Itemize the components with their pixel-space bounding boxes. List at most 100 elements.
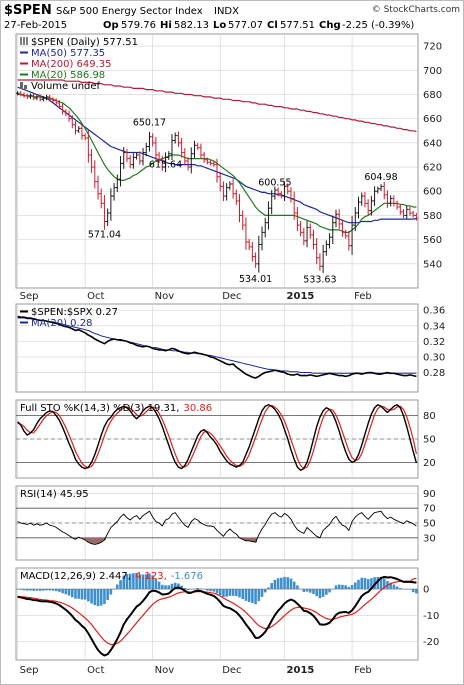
macd-histogram-bar xyxy=(29,589,32,591)
macd-histogram-bar xyxy=(315,589,318,597)
ratio-legend-entry: $SPEN:$SPX 0.27 xyxy=(31,307,118,318)
rsi-oversold-fill xyxy=(73,537,258,545)
close-label: Cl xyxy=(267,20,278,31)
lower-x-tick-label: Nov xyxy=(155,665,175,676)
macd-histogram-bar xyxy=(164,585,167,590)
macd-histogram-bar xyxy=(32,589,35,591)
macd-histogram-bar xyxy=(157,581,161,590)
rsi-y-tick-label: 90 xyxy=(423,489,436,500)
lower-x-tick-label: Dec xyxy=(222,665,241,676)
macd-histogram-bar xyxy=(260,589,264,597)
upper-x-tick-label: Dec xyxy=(222,291,241,302)
macd-histogram-bar xyxy=(341,584,344,590)
macd-histogram-bar xyxy=(61,589,64,594)
macd-histogram-bar xyxy=(337,584,341,590)
macd-histogram-bar xyxy=(51,589,55,591)
price-y-tick-label: 660 xyxy=(423,114,442,125)
macd-histogram-bar xyxy=(64,589,68,595)
rsi-line xyxy=(17,510,417,545)
macd-histogram-bar xyxy=(54,589,58,592)
ticker-symbol: $SPEN xyxy=(4,3,52,18)
macd-histogram-bar xyxy=(45,589,48,591)
macd-histogram-bar xyxy=(144,574,148,590)
open-value: 579.76 xyxy=(121,20,156,31)
macd-histogram-bar xyxy=(373,577,376,590)
macd-histogram-bar xyxy=(292,581,296,590)
price-y-tick-label: 540 xyxy=(423,259,442,270)
macd-histogram-bar xyxy=(132,573,135,590)
price-annotation-label: 615.64 xyxy=(149,159,182,170)
macd-histogram-bar xyxy=(231,589,235,596)
sto-y-tick-label: 80 xyxy=(423,411,436,422)
change-value: -2.25 (-0.39%) xyxy=(342,20,414,31)
macd-legend-entry: 4.123, xyxy=(135,571,167,582)
macd-histogram-bar xyxy=(354,582,357,590)
lower-x-tick-label: Sep xyxy=(20,665,39,676)
ratio-y-tick-label: 0.28 xyxy=(423,368,445,379)
macd-histogram-bar xyxy=(22,589,26,591)
macd-histogram-bar xyxy=(360,577,364,590)
macd-histogram-bar xyxy=(366,579,370,590)
macd-histogram-bar xyxy=(286,577,290,590)
macd-histogram-bar xyxy=(177,583,180,590)
macd-histogram-bar xyxy=(350,585,354,590)
sto-legend-entry: Full STO %K(14,3) %D(3) 19.31, xyxy=(20,403,179,414)
macd-histogram-bar xyxy=(376,576,380,590)
macd-histogram-bar xyxy=(125,574,129,590)
price-y-tick-label: 640 xyxy=(423,138,442,149)
macd-histogram-bar xyxy=(119,580,122,590)
macd-histogram-bar xyxy=(77,589,80,599)
macd-histogram-bar xyxy=(19,589,23,590)
upper-x-tick-label: Sep xyxy=(20,291,39,302)
macd-histogram-bar xyxy=(35,589,39,591)
macd-histogram-bar xyxy=(289,578,293,590)
macd-histogram-bar xyxy=(135,572,138,590)
price-y-tick-label: 700 xyxy=(423,66,442,77)
macd-histogram-bar xyxy=(411,589,415,593)
sto-legend-entry: 30.86 xyxy=(183,403,212,414)
macd-histogram-bar xyxy=(215,589,219,594)
macd-histogram-bar xyxy=(116,584,119,590)
macd-histogram-bar xyxy=(280,577,283,590)
close-value: 577.51 xyxy=(280,20,315,31)
price-annotation-label: 604.98 xyxy=(364,172,397,183)
price-legend-entry: $SPEN (Daily) 577.51 xyxy=(31,37,138,48)
ratio-legend-entry: MA(20) 0.28 xyxy=(31,318,92,329)
macd-y-tick-label: -20 xyxy=(423,637,439,648)
macd-histogram-bar xyxy=(305,589,309,592)
macd-histogram-bar xyxy=(170,583,174,590)
macd-histogram-bar xyxy=(257,589,261,602)
price-annotation-label: 650.17 xyxy=(133,118,166,129)
quote-date: 27-Feb-2015 xyxy=(4,20,67,31)
macd-histogram-bar xyxy=(74,589,77,599)
price-y-tick-label: 620 xyxy=(423,163,442,174)
macd-histogram-bar xyxy=(302,589,306,592)
macd-histogram-bar xyxy=(370,578,373,590)
macd-signal-line xyxy=(17,577,417,646)
macd-histogram-bar xyxy=(389,582,392,590)
low-label: Lo xyxy=(213,20,226,31)
price-legend-entry: MA(50) 577.35 xyxy=(31,48,105,59)
upper-x-tick-label: Feb xyxy=(354,291,372,302)
macd-histogram-bar xyxy=(263,589,267,593)
price-legend-entry: MA(200) 649.35 xyxy=(31,59,112,70)
macd-histogram-bar xyxy=(312,589,315,595)
macd-histogram-bar xyxy=(347,586,351,590)
price-legend-volume-icon xyxy=(20,82,23,89)
macd-legend-entry: -1.676 xyxy=(171,571,203,582)
price-legend-entry: Volume undef xyxy=(31,81,101,92)
upper-x-tick-label: Nov xyxy=(155,291,175,302)
macd-histogram-bar xyxy=(148,573,151,590)
macd-histogram-bar xyxy=(235,589,238,597)
ratio-y-tick-label: 0.32 xyxy=(423,337,445,348)
ratio-ma20-line xyxy=(17,317,417,374)
macd-histogram-bar xyxy=(183,587,187,590)
macd-histogram-bar xyxy=(334,585,338,590)
high-label: Hi xyxy=(160,20,172,31)
macd-histogram-bar xyxy=(99,589,103,606)
macd-histogram-bar xyxy=(70,589,74,598)
price-y-tick-label: 560 xyxy=(423,235,442,246)
macd-histogram-bar xyxy=(399,587,402,590)
